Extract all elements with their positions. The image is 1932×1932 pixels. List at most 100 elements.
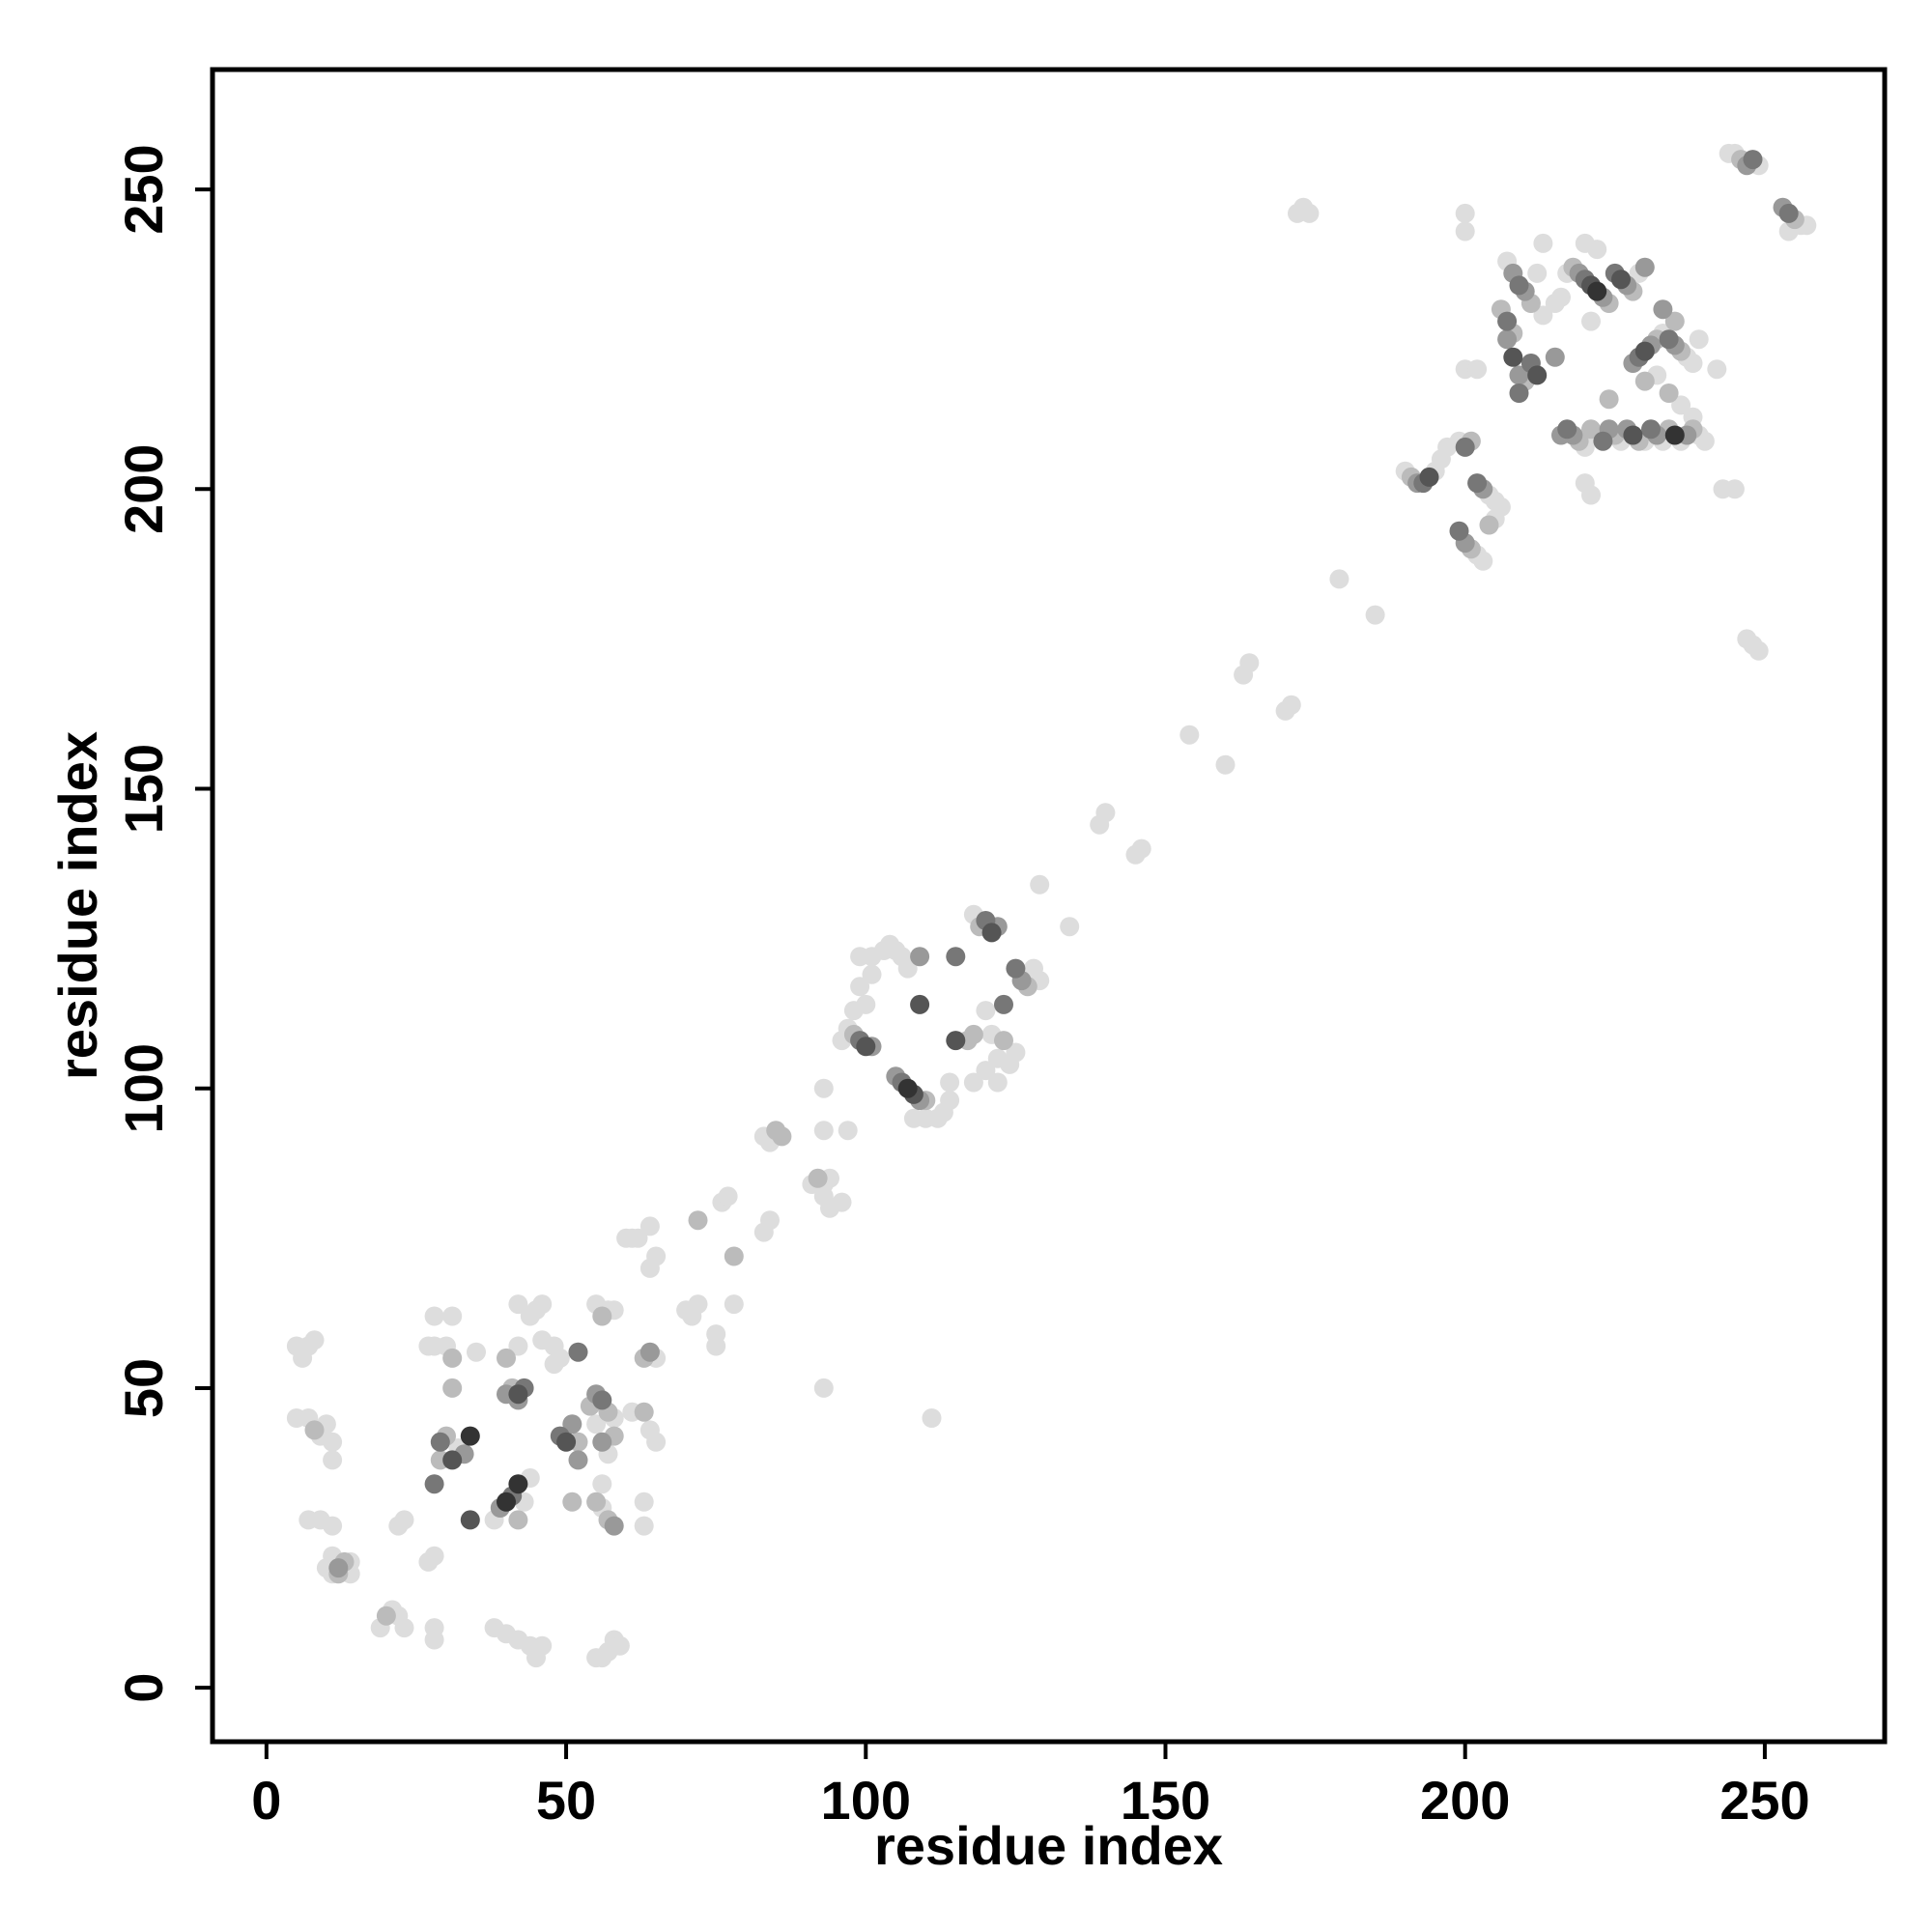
contact-point: [634, 1516, 654, 1536]
contact-point: [1593, 431, 1613, 451]
contact-point: [328, 1558, 349, 1578]
contact-point: [1545, 347, 1565, 367]
contact-point: [323, 1432, 343, 1452]
contact-point: [963, 1024, 983, 1044]
contact-point: [897, 1078, 918, 1098]
contact-point: [981, 923, 1002, 943]
contact-point: [508, 1510, 528, 1530]
contact-point: [1634, 257, 1655, 277]
contact-point: [628, 1228, 648, 1248]
contact-point: [1030, 874, 1050, 895]
contact-point: [976, 1001, 996, 1021]
contact-point: [323, 1516, 343, 1536]
contact-point: [639, 1216, 660, 1236]
contact-point: [610, 1635, 630, 1656]
contact-point: [1623, 425, 1643, 445]
contact-point: [940, 1091, 960, 1111]
contact-point: [592, 1390, 612, 1410]
contact-point: [856, 1037, 876, 1057]
x-axis-title: residue index: [874, 1815, 1223, 1876]
y-tick-label: 0: [113, 1673, 174, 1703]
contact-point: [467, 1342, 486, 1362]
contact-point: [1239, 653, 1260, 673]
x-tick-label: 50: [536, 1770, 596, 1831]
contact-point: [442, 1306, 463, 1326]
contact-point: [634, 1492, 654, 1512]
contact-point: [838, 1121, 858, 1141]
contact-point: [568, 1342, 588, 1362]
contact-point: [1634, 341, 1655, 361]
contact-point: [1581, 419, 1601, 440]
contact-point: [460, 1510, 480, 1530]
contact-point: [1581, 311, 1601, 331]
contact-point: [808, 1168, 828, 1188]
contact-point: [424, 1546, 444, 1566]
contact-point: [718, 1186, 738, 1207]
contact-point: [1724, 479, 1745, 499]
contact-point: [532, 1635, 553, 1656]
contact-point: [772, 1126, 792, 1147]
contact-point: [850, 977, 870, 997]
contact-point: [1467, 473, 1488, 494]
contact-point: [646, 1432, 667, 1452]
contact-point: [1778, 203, 1799, 223]
contact-point: [1060, 917, 1080, 937]
contact-point: [497, 1348, 516, 1368]
contact-point: [497, 1492, 516, 1512]
y-tick-label: 100: [113, 1043, 174, 1133]
x-tick-label: 150: [1121, 1770, 1210, 1831]
contact-point: [760, 1210, 780, 1231]
contact-point: [550, 1348, 570, 1368]
contact-point: [592, 1474, 612, 1494]
contact-point: [1006, 958, 1026, 979]
contact-point: [1497, 311, 1518, 331]
contact-point: [1485, 491, 1505, 511]
contact-point: [1509, 384, 1529, 403]
y-tick-label: 250: [113, 144, 174, 234]
contact-point: [1533, 305, 1553, 326]
contact-point: [304, 1420, 325, 1440]
contact-point: [976, 1061, 996, 1081]
contact-point: [987, 1072, 1008, 1093]
contact-point: [394, 1618, 414, 1638]
contact-point: [1671, 395, 1691, 415]
x-tick-label: 100: [821, 1770, 911, 1831]
contact-point: [1557, 419, 1577, 440]
contact-point: [556, 1432, 577, 1452]
contact-point: [1689, 329, 1709, 350]
contact-point: [1551, 287, 1571, 307]
contact-point: [1527, 365, 1548, 385]
contact-point: [813, 1121, 834, 1141]
contact-point: [1329, 569, 1350, 589]
contact-point: [1006, 1042, 1026, 1063]
contact-point: [1095, 803, 1116, 823]
contact-point: [1634, 371, 1655, 391]
contact-point: [586, 1492, 607, 1512]
contact-point: [508, 1336, 528, 1356]
contact-point: [1694, 431, 1715, 451]
x-tick-label: 200: [1420, 1770, 1510, 1831]
contact-point: [1179, 724, 1200, 745]
contact-point: [1467, 359, 1488, 380]
contact-point: [862, 964, 882, 984]
contact-point: [1707, 359, 1727, 380]
contact-point: [1281, 695, 1301, 715]
contact-point: [963, 1072, 983, 1093]
contact-point: [688, 1294, 708, 1315]
contact-point: [1509, 365, 1529, 385]
contact-point: [568, 1450, 588, 1470]
contact-point: [724, 1246, 744, 1266]
contact-point: [604, 1516, 624, 1536]
contact-point: [1599, 389, 1619, 410]
contact-point: [1611, 270, 1631, 290]
contact-point: [813, 1078, 834, 1098]
contact-point: [910, 994, 930, 1014]
contact-point: [1659, 384, 1679, 403]
contact-point: [724, 1294, 744, 1315]
plot-frame: [210, 67, 1888, 1745]
contact-point: [1743, 150, 1763, 170]
contact-point: [1131, 838, 1151, 859]
contact-point: [1587, 281, 1607, 301]
contact-point: [994, 994, 1013, 1014]
contact-point: [442, 1450, 463, 1470]
